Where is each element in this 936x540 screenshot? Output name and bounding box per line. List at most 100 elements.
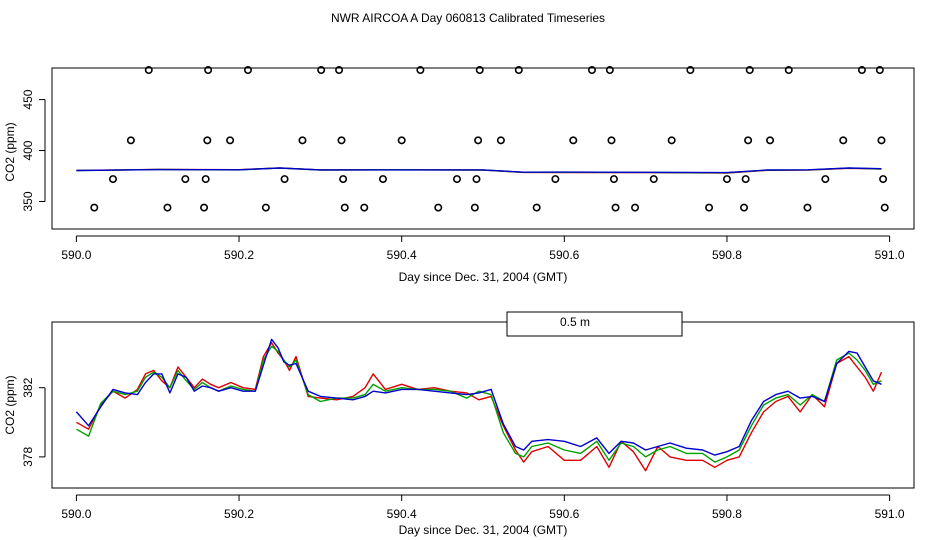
series-line-blue: [75, 338, 882, 456]
series-line-blue: [76, 167, 882, 174]
data-point: [569, 136, 578, 145]
x-axis-label: Day since Dec. 31, 2004 (GMT): [399, 270, 568, 284]
data-point: [740, 203, 749, 212]
data-point: [470, 203, 479, 212]
data-point: [203, 136, 212, 145]
legend-text: 0.5 m: [560, 315, 590, 329]
data-point: [90, 203, 99, 212]
series-group: [76, 167, 882, 174]
x-axis: 590.0 590.2 590.4 590.6 590.8 591.0: [61, 494, 905, 521]
data-point: [686, 66, 695, 75]
data-point: [335, 66, 344, 75]
y-tick-label: 378: [21, 447, 35, 467]
x-tick-label: 591.0: [875, 507, 905, 521]
data-point: [474, 136, 483, 145]
data-point: [875, 66, 884, 75]
x-tick-label: 590.0: [61, 248, 91, 262]
data-point: [631, 203, 640, 212]
data-point: [472, 175, 481, 184]
y-axis-label: CO2 (ppm): [3, 375, 17, 434]
data-point: [705, 203, 714, 212]
data-point: [452, 175, 461, 184]
data-point: [839, 136, 848, 145]
timeseries-panel: 590.0 590.2 590.4 590.6 590.8 591.0 378 382 Da…: [3, 311, 915, 537]
plot-frame: [51, 321, 915, 489]
data-point: [298, 136, 307, 145]
data-point: [204, 66, 213, 75]
data-point: [416, 66, 425, 75]
data-point: [741, 175, 750, 184]
data-point: [879, 175, 888, 184]
data-point: [766, 136, 775, 145]
data-point: [857, 66, 866, 75]
series-line-green: [76, 345, 882, 463]
x-tick-label: 590.0: [61, 507, 91, 521]
series-group: [75, 338, 883, 472]
x-axis: 590.0 590.2 590.4 590.6 590.8 591.0: [61, 235, 905, 262]
data-point: [745, 66, 754, 75]
data-point: [317, 66, 326, 75]
data-point: [551, 175, 560, 184]
data-point: [605, 66, 614, 75]
data-point: [340, 203, 349, 212]
x-tick-label: 590.6: [549, 248, 579, 262]
legend-box: [506, 311, 683, 337]
data-point: [667, 136, 676, 145]
x-tick-label: 590.2: [224, 248, 254, 262]
data-point: [496, 136, 505, 145]
data-point: [514, 66, 523, 75]
data-point: [280, 175, 289, 184]
data-point: [163, 203, 172, 212]
data-point: [144, 66, 153, 75]
data-point: [475, 66, 484, 75]
x-tick-label: 590.2: [224, 507, 254, 521]
data-point: [201, 175, 210, 184]
x-tick-label: 590.4: [387, 507, 417, 521]
y-tick-label: 382: [21, 377, 35, 397]
data-point: [722, 175, 731, 184]
y-tick-label: 350: [21, 191, 35, 211]
data-point: [744, 136, 753, 145]
x-tick-label: 590.8: [712, 507, 742, 521]
y-axis-label: CO2 (ppm): [3, 122, 17, 181]
data-point: [821, 175, 830, 184]
data-point: [261, 203, 270, 212]
data-point: [200, 203, 209, 212]
data-point: [587, 66, 596, 75]
data-point: [108, 175, 117, 184]
data-point: [397, 136, 406, 145]
data-point: [880, 203, 889, 212]
y-axis: 350 400 450: [21, 89, 46, 212]
legend: 0.5 m: [506, 311, 683, 337]
data-point: [337, 136, 346, 145]
data-point: [181, 175, 190, 184]
data-point: [360, 203, 369, 212]
data-point: [611, 203, 620, 212]
data-point: [784, 66, 793, 75]
data-point: [609, 175, 618, 184]
scatter-points: [90, 66, 889, 212]
scatter-panel: 590.0 590.2 590.4 590.6 590.8 591.0 350 400 450…: [3, 66, 915, 284]
data-point: [532, 203, 541, 212]
data-point: [378, 175, 387, 184]
x-tick-label: 590.4: [387, 248, 417, 262]
x-tick-label: 590.8: [712, 248, 742, 262]
data-point: [339, 175, 348, 184]
x-tick-label: 590.6: [549, 507, 579, 521]
y-tick-label: 450: [21, 89, 35, 109]
data-point: [126, 136, 135, 145]
plot-frame: [51, 67, 915, 230]
data-point: [803, 203, 812, 212]
data-point: [243, 66, 252, 75]
y-axis: 378 382: [21, 377, 46, 467]
data-point: [649, 175, 658, 184]
x-tick-label: 591.0: [875, 248, 905, 262]
data-point: [877, 136, 886, 145]
data-point: [607, 136, 616, 145]
page-title: NWR AIRCOA A Day 060813 Calibrated Times…: [331, 11, 605, 25]
data-point: [434, 203, 443, 212]
x-axis-label: Day since Dec. 31, 2004 (GMT): [399, 523, 568, 537]
data-point: [226, 136, 235, 145]
y-tick-label: 400: [21, 140, 35, 160]
